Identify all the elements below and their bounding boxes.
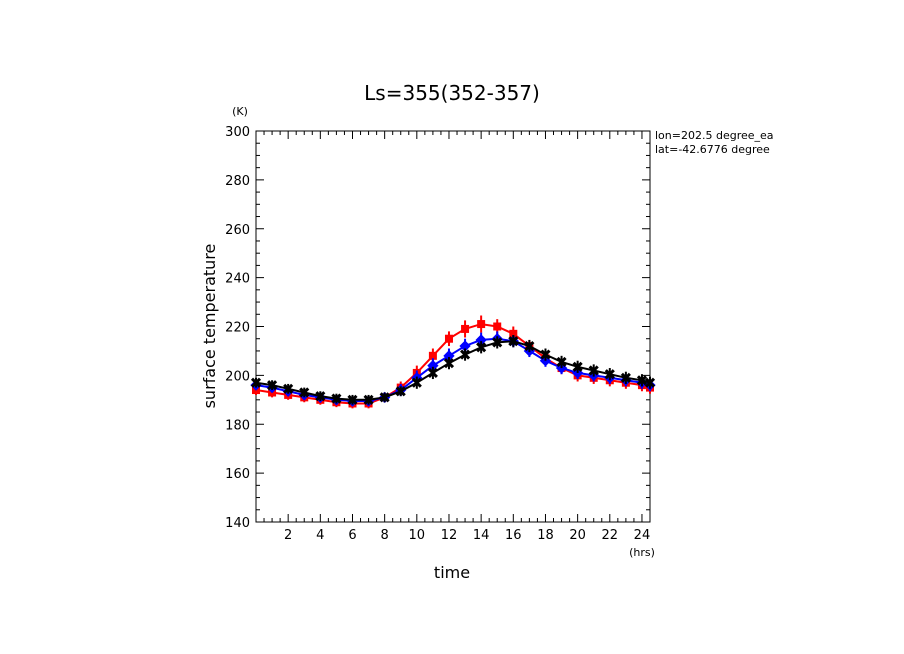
annotation-lat: lat=-42.6776 degree — [655, 143, 770, 156]
data-point — [493, 322, 502, 331]
data-point — [524, 340, 535, 352]
x-tick-label: 24 — [634, 528, 651, 543]
y-tick-label: 300 — [225, 125, 250, 140]
data-point — [572, 361, 583, 372]
x-tick-label: 6 — [348, 528, 356, 543]
y-tick-label: 200 — [225, 369, 250, 384]
data-point — [427, 367, 438, 378]
data-point — [395, 386, 406, 397]
x-tick-label: 12 — [441, 528, 458, 543]
data-point — [509, 329, 518, 338]
x-tick-label: 20 — [569, 528, 586, 543]
data-point — [476, 342, 487, 353]
data-point — [250, 377, 262, 388]
y-tick-label: 280 — [225, 174, 250, 189]
data-point — [283, 383, 294, 394]
x-tick-label: 14 — [473, 528, 490, 543]
y-tick-label: 260 — [225, 223, 250, 238]
data-point — [411, 377, 422, 388]
x-tick-label: 16 — [505, 528, 522, 543]
x-tick-label: 2 — [284, 528, 292, 543]
data-point — [379, 392, 390, 403]
data-point — [299, 387, 310, 398]
data-point — [461, 324, 470, 333]
x-tick-label: 4 — [316, 528, 324, 543]
data-point — [347, 394, 358, 405]
data-point — [460, 349, 471, 360]
x-tick-label: 8 — [381, 528, 389, 543]
y-tick-label: 180 — [225, 418, 250, 433]
data-point — [556, 356, 567, 367]
data-point — [540, 349, 551, 360]
data-point — [443, 358, 455, 369]
data-point — [459, 340, 471, 352]
series-line-2 — [255, 340, 651, 401]
data-point — [644, 377, 656, 388]
data-point — [363, 394, 374, 405]
data-point — [620, 372, 631, 383]
data-point — [604, 369, 615, 380]
data-point — [588, 365, 599, 376]
x-axis-title: time — [434, 563, 470, 582]
data-point — [636, 375, 648, 386]
x-tick-label: 10 — [409, 528, 426, 543]
y-unit-label: (K) — [232, 105, 248, 118]
data-point — [477, 320, 486, 329]
y-tick-label: 160 — [225, 467, 250, 482]
y-tick-label: 140 — [225, 516, 250, 531]
data-point — [267, 380, 278, 391]
data-point — [508, 336, 519, 347]
x-unit-label: (hrs) — [629, 546, 655, 559]
data-point — [315, 391, 326, 402]
y-tick-label: 220 — [225, 321, 250, 336]
y-tick-label: 240 — [225, 272, 250, 287]
data-point — [492, 337, 503, 348]
data-point — [331, 393, 342, 404]
x-tick-label: 18 — [537, 528, 554, 543]
data-point — [428, 351, 437, 360]
plot-frame — [255, 130, 651, 523]
chart-title: Ls=355(352-357) — [364, 81, 540, 105]
annotation-lon: lon=202.5 degree_ea — [655, 129, 774, 142]
y-axis-title: surface temperature — [200, 244, 219, 409]
data-point — [444, 334, 453, 343]
x-tick-label: 22 — [602, 528, 619, 543]
series-line-0 — [255, 323, 651, 405]
